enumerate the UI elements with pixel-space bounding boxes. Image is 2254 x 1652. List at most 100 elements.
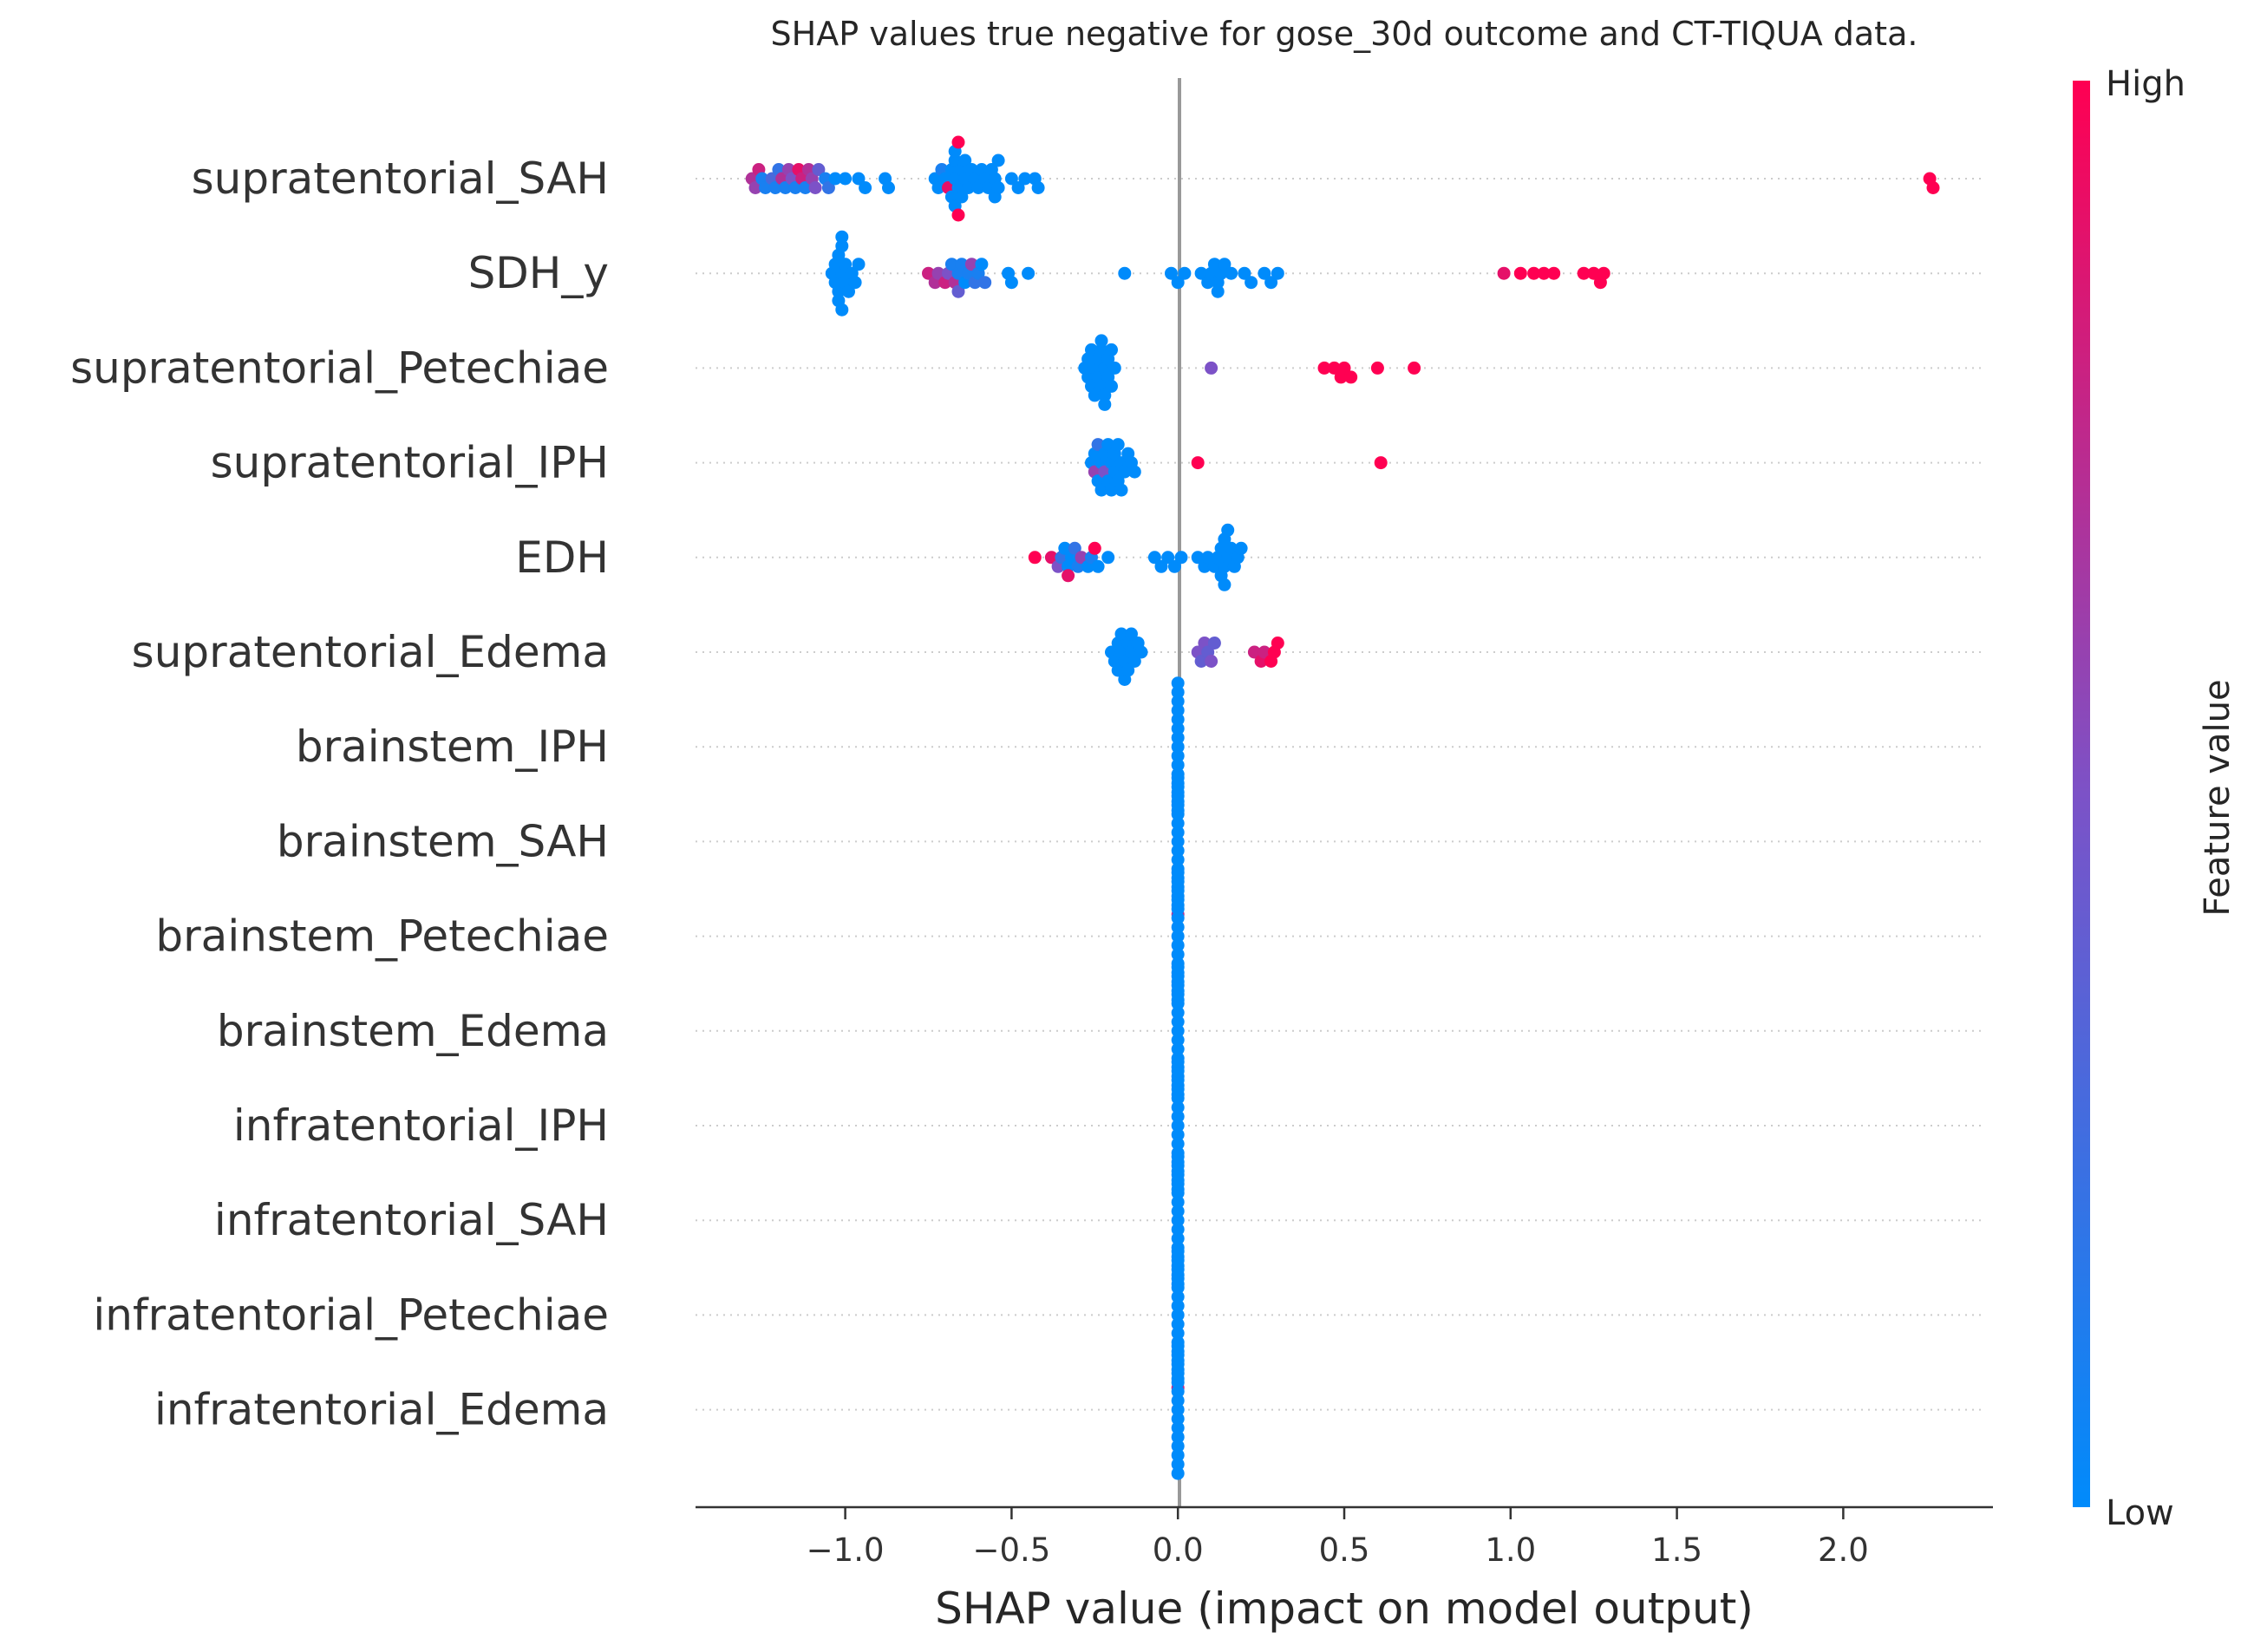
shap-point [948,153,962,167]
x-tick-label: 1.0 [1485,1531,1536,1569]
shap-point [1211,284,1225,298]
shap-point [1094,343,1108,356]
shap-point [835,303,849,317]
shap-point [1171,1244,1185,1258]
shap-point [1201,551,1215,565]
colorbar-high-label: High [2106,64,2185,104]
shap-point [1264,276,1278,290]
feature-label: supratentorial_IPH [211,438,609,488]
shap-point [1171,1150,1185,1164]
shap-point [1218,258,1232,271]
shap-point [944,258,958,271]
x-tick-label: 1.5 [1651,1531,1702,1569]
shap-point [842,284,855,298]
shap-point [1225,541,1238,555]
shap-point [1191,551,1205,565]
shap-point [828,172,842,186]
shap-point [1171,884,1185,898]
shap-point [1207,637,1221,650]
shap-point [1408,361,1421,375]
shap-point [1171,1092,1185,1105]
shap-point [991,153,1005,167]
shap-point [1171,834,1185,848]
x-tick-label: 0.0 [1153,1531,1204,1569]
shap-point [1171,970,1185,983]
shap-point [1171,1290,1185,1303]
feature-label: SDH_y [468,248,609,298]
shap-point [1171,1448,1185,1462]
shap-point [1245,276,1258,290]
x-axis-label: SHAP value (impact on model output) [935,1583,1754,1634]
shap-point [1094,334,1108,348]
shap-point [1068,541,1081,555]
shap-point [1171,1357,1185,1371]
feature-labels: supratentorial_SAH SDH_y supratentorial_Pe… [70,153,609,1435]
shap-point [1171,948,1185,962]
shap-point [1058,541,1072,555]
shap-point [1171,865,1185,879]
shap-point [1171,1271,1185,1285]
shap-point [1171,1466,1185,1480]
shap-point [1171,703,1185,717]
shap-point [1171,1299,1185,1313]
shap-point [1171,798,1185,812]
shap-point [1171,1394,1185,1407]
shap-point [1101,551,1115,565]
shap-point [1191,456,1205,470]
x-tick-label: 0.5 [1319,1531,1370,1569]
shap-point [1171,1100,1185,1114]
shap-point [748,181,762,194]
shap-point [1062,569,1075,583]
shap-point [1171,740,1185,754]
shap-point [1171,1403,1185,1417]
shap-point [1207,258,1221,271]
colorbar-title: Feature value [2198,679,2238,916]
shap-point [1171,1348,1185,1362]
shap-point [1171,1385,1185,1399]
shap-point [1022,266,1036,280]
feature-label: brainstem_Edema [217,1006,609,1056]
shap-point [991,181,1005,194]
shap-point [1171,1110,1185,1123]
shap-point [975,258,989,271]
shap-point [962,181,975,194]
shap-point [1171,930,1185,944]
feature-label: infratentorial_Petechiae [93,1290,609,1340]
shap-point [1171,1119,1185,1133]
shap-point [1171,1317,1185,1331]
shap-point [1121,663,1135,677]
shap-point [1205,361,1218,375]
shap-point [1374,456,1388,470]
shap-point [1171,1281,1185,1295]
shap-point [1370,361,1384,375]
shap-point [1513,266,1527,280]
shap-point [1171,695,1185,708]
shap-point [1171,1033,1185,1047]
feature-label: supratentorial_Petechiae [70,343,609,393]
shap-point [1547,266,1561,280]
shap-point [1085,343,1098,356]
shap-point [832,284,846,298]
shap-point [1171,844,1185,858]
shap-point [821,181,835,194]
shap-point [1171,1231,1185,1245]
shap-point [1174,551,1188,565]
shap-point [1171,1430,1185,1444]
shap-point [1114,627,1128,641]
shap-point [1171,960,1185,974]
beeswarm-points [745,135,1940,1480]
shap-point [1171,988,1185,1002]
shap-point [1111,438,1125,452]
shap-point [1167,559,1181,573]
shap-point [1105,343,1118,356]
x-tick-label: 2.0 [1818,1531,1869,1569]
shap-point [1171,1412,1185,1426]
shap-point [1171,771,1185,785]
shap-point [955,190,969,204]
shap-point [1118,266,1132,280]
shap-point [812,163,826,176]
shap-point [1171,789,1185,803]
shap-point [1527,266,1541,280]
shap-point [1004,172,1018,186]
shap-point [1154,559,1168,573]
